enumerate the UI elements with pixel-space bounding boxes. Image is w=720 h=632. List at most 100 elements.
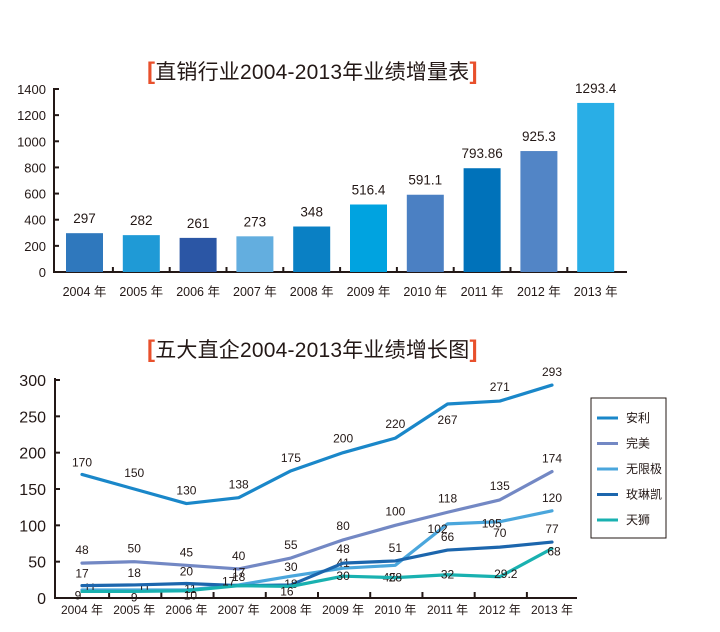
- data-label: 267: [438, 413, 458, 427]
- data-label: 271: [490, 380, 510, 394]
- data-label: 55: [284, 538, 298, 552]
- bar-2005: [122, 235, 160, 272]
- x-tick-label: 2005 年: [113, 603, 155, 617]
- y-tick-label: 200: [24, 239, 46, 254]
- bar-chart-title-text: 直销行业2004-2013年业绩增量表: [155, 61, 470, 84]
- x-tick-label: 2008 年: [290, 285, 334, 299]
- bar-2008: [293, 226, 331, 272]
- x-tick-label: 2006 年: [165, 603, 207, 617]
- legend-label: 天狮: [626, 513, 650, 527]
- data-label: 80: [336, 519, 350, 533]
- series-line: [80, 546, 554, 594]
- bar-value-label: 793.86: [461, 146, 502, 161]
- bar-chart-title: [直销行业2004-2013年业绩增量表]: [147, 56, 478, 86]
- x-tick-label: 2008 年: [270, 603, 312, 617]
- y-tick-label: 150: [19, 482, 46, 499]
- data-label: 10: [184, 589, 198, 603]
- series-天狮: 9 9 10 17 16 30 28 32 29.2 68: [75, 545, 561, 605]
- data-label: 150: [124, 466, 144, 480]
- x-tick-label: 2004 年: [61, 603, 103, 617]
- data-label: 174: [542, 452, 562, 466]
- x-tick-label: 2010 年: [374, 603, 416, 617]
- x-tick-label: 2010 年: [403, 285, 447, 299]
- data-label: 293: [542, 365, 562, 379]
- bar-value-label: 297: [73, 211, 96, 226]
- x-tick-label: 2011 年: [427, 603, 468, 617]
- data-label: 48: [75, 543, 89, 557]
- data-label: 28: [389, 571, 403, 585]
- legend-item: 天狮: [597, 513, 650, 527]
- data-label: 138: [229, 478, 249, 492]
- data-label: 100: [385, 504, 405, 518]
- y-tick-label: 0: [39, 265, 46, 280]
- bar-2004: [66, 233, 103, 272]
- x-tick-label: 2007 年: [233, 285, 277, 299]
- bar-value-label: 282: [130, 213, 153, 228]
- y-tick-label: 1000: [17, 134, 46, 149]
- x-tick-label: 2013 年: [531, 603, 573, 617]
- data-label: 135: [490, 479, 510, 493]
- legend-item: 玫琳凯: [597, 487, 662, 502]
- data-label: 18: [232, 570, 246, 584]
- y-tick-label: 300: [19, 373, 46, 390]
- series-line: [80, 469, 554, 571]
- y-tick-label: 800: [24, 160, 46, 175]
- y-tick-label: 0: [37, 591, 46, 608]
- x-tick-label: 2007 年: [218, 603, 260, 617]
- bar-value-label: 261: [187, 216, 210, 231]
- bracket-close: ]: [469, 58, 478, 85]
- data-label: 20: [180, 564, 194, 578]
- y-tick-label: 400: [24, 213, 46, 228]
- data-label: 175: [281, 451, 301, 465]
- legend-item: 安利: [597, 410, 650, 425]
- data-label: 30: [336, 569, 350, 583]
- data-label: 48: [336, 542, 350, 556]
- data-label: 9: [75, 588, 82, 602]
- data-label: 45: [180, 545, 194, 559]
- x-tick-label: 2005 年: [119, 285, 163, 299]
- data-label: 51: [389, 541, 403, 555]
- bar-2009: [350, 204, 387, 272]
- bar-2010: [406, 194, 444, 272]
- data-label: 9: [131, 590, 138, 604]
- data-label: 29.2: [494, 567, 518, 581]
- data-label: 40: [232, 549, 246, 563]
- data-label: 17: [222, 575, 236, 589]
- data-label: 70: [493, 526, 507, 540]
- legend-item: 无限极: [597, 462, 662, 476]
- data-label: 77: [545, 522, 559, 536]
- bar-value-label: 516.4: [352, 182, 386, 197]
- data-label: 16: [280, 584, 294, 598]
- data-label: 17: [232, 566, 246, 580]
- y-tick-label: 100: [19, 518, 46, 535]
- x-tick-label: 2009 年: [347, 285, 391, 299]
- series-完美: 48 50 45 40 55 80 100 118 135 174: [75, 452, 562, 571]
- data-label: 120: [542, 491, 562, 505]
- data-label: 17: [75, 567, 89, 581]
- series-line: [80, 383, 554, 506]
- data-label: 66: [441, 530, 455, 544]
- data-label: 170: [72, 455, 92, 469]
- series-line: [80, 540, 554, 588]
- legend-label: 完美: [626, 436, 650, 451]
- bracket-open: [: [147, 58, 156, 85]
- y-tick-label: 250: [19, 409, 46, 426]
- bar-value-label: 348: [300, 205, 323, 220]
- bar-value-label: 1293.4: [575, 81, 617, 96]
- data-label: 102: [428, 522, 448, 536]
- y-tick-label: 200: [19, 446, 46, 463]
- data-label: 50: [128, 542, 142, 556]
- data-label: 68: [547, 545, 561, 559]
- x-tick-label: 2011 年: [461, 285, 504, 299]
- data-label: 32: [441, 568, 455, 582]
- y-tick-label: 50: [28, 555, 46, 572]
- bracket-close: ]: [469, 336, 478, 363]
- bar-2011: [463, 168, 501, 272]
- bar-2013: [577, 102, 615, 272]
- bar-2012: [520, 151, 558, 272]
- legend-item: 完美: [597, 436, 650, 451]
- data-label: 130: [176, 484, 196, 498]
